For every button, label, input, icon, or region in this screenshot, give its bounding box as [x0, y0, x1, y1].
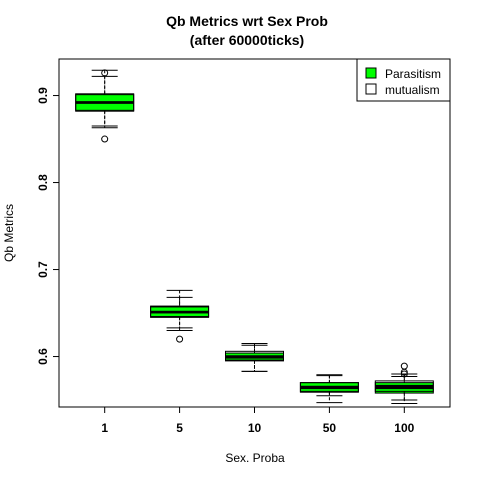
outlier-point: [176, 335, 184, 343]
box-group: [75, 69, 434, 405]
x-tick-label: 10: [248, 421, 262, 435]
x-axis: 1 5 10 50 100: [101, 407, 415, 435]
legend-swatch-mutualism: [365, 83, 377, 95]
box-parasitism-1: [75, 69, 135, 143]
outlier-point: [101, 135, 109, 143]
chart-subtitle: (after 60000ticks): [190, 32, 304, 48]
outlier-point: [400, 362, 408, 370]
legend-swatch-parasitism: [365, 67, 377, 79]
x-tick-label: 50: [323, 421, 337, 435]
x-tick-label: 100: [394, 421, 414, 435]
box-mutualism-1: [75, 75, 135, 129]
y-axis-label: Qb Metrics: [2, 204, 16, 262]
y-axis: 0.6 0.7 0.8 0.9: [36, 87, 59, 365]
y-tick-label: 0.8: [36, 174, 50, 191]
x-tick-label: 5: [176, 421, 183, 435]
outlier-point: [400, 368, 408, 376]
box-mutualism-10: [225, 342, 284, 372]
y-tick-label: 0.7: [36, 261, 50, 278]
box-mutualism-50: [299, 375, 359, 397]
legend: Parasitism mutualism: [356, 58, 451, 102]
legend-label-parasitism: Parasitism: [385, 67, 441, 81]
chart-title: Qb Metrics wrt Sex Prob: [166, 13, 328, 29]
legend-label-mutualism: mutualism: [385, 83, 440, 97]
y-tick-label: 0.6: [36, 348, 50, 365]
x-axis-label: Sex. Proba: [225, 451, 285, 465]
box-parasitism-50: [299, 374, 359, 404]
x-tick-label: 1: [101, 421, 108, 435]
box-mutualism-100: [374, 368, 434, 401]
box-mutualism-5: [150, 296, 210, 329]
y-tick-label: 0.9: [36, 87, 50, 104]
